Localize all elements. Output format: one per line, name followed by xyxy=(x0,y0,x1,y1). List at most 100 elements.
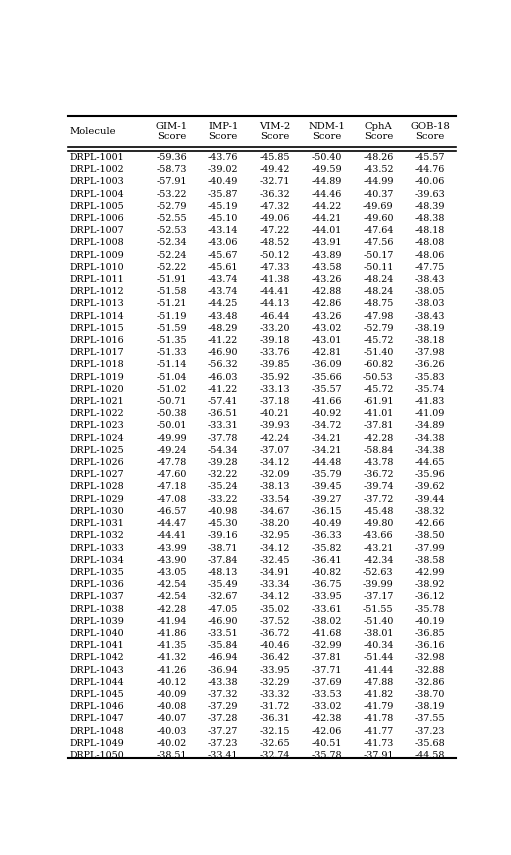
Text: DRPL-1043: DRPL-1043 xyxy=(69,665,124,675)
Text: DRPL-1023: DRPL-1023 xyxy=(69,422,124,430)
Text: -47.56: -47.56 xyxy=(363,239,393,247)
Text: -37.28: -37.28 xyxy=(208,715,238,723)
Text: DRPL-1011: DRPL-1011 xyxy=(69,275,124,284)
Text: -40.82: -40.82 xyxy=(312,568,342,577)
Text: DRPL-1020: DRPL-1020 xyxy=(69,385,124,394)
Text: -51.04: -51.04 xyxy=(156,373,187,381)
Text: DRPL-1050: DRPL-1050 xyxy=(69,751,124,760)
Text: DRPL-1024: DRPL-1024 xyxy=(69,433,124,443)
Text: -43.26: -43.26 xyxy=(311,275,342,284)
Text: -41.78: -41.78 xyxy=(363,715,393,723)
Text: -36.26: -36.26 xyxy=(415,361,446,369)
Text: -45.30: -45.30 xyxy=(208,519,239,528)
Text: -32.95: -32.95 xyxy=(260,531,290,540)
Text: -41.09: -41.09 xyxy=(415,410,445,418)
Text: -58.73: -58.73 xyxy=(156,165,187,174)
Text: -49.42: -49.42 xyxy=(260,165,290,174)
Text: -51.19: -51.19 xyxy=(156,311,187,321)
Text: DRPL-1012: DRPL-1012 xyxy=(69,287,124,296)
Text: DRPL-1039: DRPL-1039 xyxy=(69,616,124,626)
Text: -51.44: -51.44 xyxy=(363,653,393,663)
Text: -42.66: -42.66 xyxy=(415,519,445,528)
Text: -44.41: -44.41 xyxy=(260,287,290,296)
Text: -43.91: -43.91 xyxy=(311,239,342,247)
Text: -48.08: -48.08 xyxy=(415,239,445,247)
Text: -39.02: -39.02 xyxy=(208,165,239,174)
Text: -43.58: -43.58 xyxy=(311,262,342,272)
Text: -38.92: -38.92 xyxy=(415,581,445,589)
Text: -50.71: -50.71 xyxy=(156,397,187,406)
Text: -34.12: -34.12 xyxy=(260,458,290,467)
Text: -40.49: -40.49 xyxy=(311,519,342,528)
Text: -35.66: -35.66 xyxy=(311,373,342,381)
Text: -37.29: -37.29 xyxy=(208,702,239,711)
Text: -44.47: -44.47 xyxy=(156,519,187,528)
Text: -31.72: -31.72 xyxy=(260,702,290,711)
Text: -47.88: -47.88 xyxy=(363,678,393,687)
Text: -43.14: -43.14 xyxy=(208,227,238,235)
Text: -40.49: -40.49 xyxy=(208,177,238,186)
Text: -49.59: -49.59 xyxy=(311,165,342,174)
Text: -44.65: -44.65 xyxy=(415,458,445,467)
Text: DRPL-1048: DRPL-1048 xyxy=(69,727,124,735)
Text: DRPL-1029: DRPL-1029 xyxy=(69,495,124,504)
Text: -46.90: -46.90 xyxy=(208,616,239,626)
Text: -44.13: -44.13 xyxy=(260,299,290,309)
Text: -38.32: -38.32 xyxy=(415,507,445,516)
Text: -35.24: -35.24 xyxy=(208,482,239,492)
Text: DRPL-1019: DRPL-1019 xyxy=(69,373,124,381)
Text: -35.84: -35.84 xyxy=(208,641,239,650)
Text: -46.90: -46.90 xyxy=(208,348,239,357)
Text: -48.06: -48.06 xyxy=(415,251,445,260)
Text: -51.91: -51.91 xyxy=(156,275,187,284)
Text: -32.71: -32.71 xyxy=(260,177,290,186)
Text: -36.31: -36.31 xyxy=(260,715,290,723)
Text: DRPL-1038: DRPL-1038 xyxy=(69,604,124,614)
Text: -41.38: -41.38 xyxy=(260,275,290,284)
Text: DRPL-1040: DRPL-1040 xyxy=(69,629,124,638)
Text: -41.83: -41.83 xyxy=(415,397,445,406)
Text: -38.20: -38.20 xyxy=(260,519,290,528)
Text: -41.22: -41.22 xyxy=(208,336,238,345)
Text: -34.38: -34.38 xyxy=(415,433,445,443)
Text: -57.41: -57.41 xyxy=(208,397,238,406)
Text: -51.55: -51.55 xyxy=(363,604,393,614)
Text: -45.67: -45.67 xyxy=(208,251,239,260)
Text: -37.99: -37.99 xyxy=(415,544,446,552)
Text: -40.46: -40.46 xyxy=(260,641,290,650)
Text: -43.02: -43.02 xyxy=(311,324,342,333)
Text: -35.49: -35.49 xyxy=(208,581,239,589)
Text: -32.45: -32.45 xyxy=(260,556,290,564)
Text: DRPL-1009: DRPL-1009 xyxy=(69,251,124,260)
Text: -45.57: -45.57 xyxy=(415,153,445,162)
Text: -35.82: -35.82 xyxy=(311,544,342,552)
Text: -52.63: -52.63 xyxy=(363,568,393,577)
Text: -43.38: -43.38 xyxy=(208,678,239,687)
Text: GOB-18
Score: GOB-18 Score xyxy=(410,122,450,141)
Text: -36.15: -36.15 xyxy=(311,507,342,516)
Text: -39.85: -39.85 xyxy=(260,361,290,369)
Text: -36.16: -36.16 xyxy=(415,641,446,650)
Text: -49.99: -49.99 xyxy=(156,433,187,443)
Text: DRPL-1016: DRPL-1016 xyxy=(69,336,124,345)
Text: -42.81: -42.81 xyxy=(312,348,342,357)
Text: DRPL-1018: DRPL-1018 xyxy=(69,361,124,369)
Text: -34.91: -34.91 xyxy=(260,568,290,577)
Text: -32.65: -32.65 xyxy=(260,739,290,748)
Text: -33.32: -33.32 xyxy=(260,690,290,699)
Text: -48.52: -48.52 xyxy=(260,239,290,247)
Text: -52.22: -52.22 xyxy=(156,262,187,272)
Text: -50.01: -50.01 xyxy=(156,422,187,430)
Text: DRPL-1027: DRPL-1027 xyxy=(69,470,124,480)
Text: DRPL-1004: DRPL-1004 xyxy=(69,190,124,198)
Text: -40.34: -40.34 xyxy=(363,641,393,650)
Text: DRPL-1037: DRPL-1037 xyxy=(69,593,124,601)
Text: -37.81: -37.81 xyxy=(311,653,342,663)
Text: DRPL-1008: DRPL-1008 xyxy=(69,239,124,247)
Text: -43.66: -43.66 xyxy=(363,531,393,540)
Text: -45.48: -45.48 xyxy=(363,507,393,516)
Text: -47.78: -47.78 xyxy=(156,458,187,467)
Text: -36.09: -36.09 xyxy=(311,361,342,369)
Text: -45.72: -45.72 xyxy=(363,336,393,345)
Text: DRPL-1015: DRPL-1015 xyxy=(69,324,124,333)
